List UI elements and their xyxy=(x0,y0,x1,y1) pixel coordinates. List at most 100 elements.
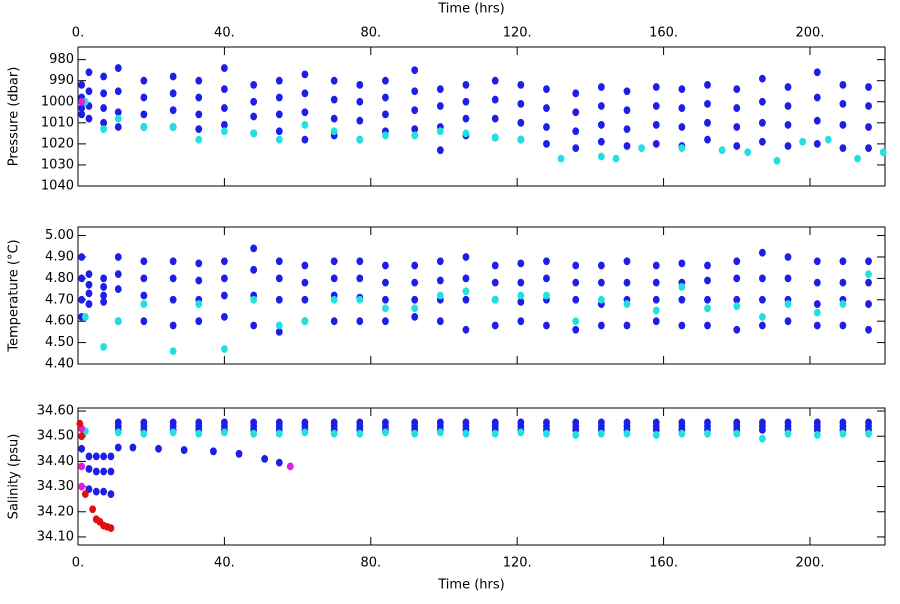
data-point xyxy=(220,313,228,321)
y-tick-label: 4.90 xyxy=(45,249,74,264)
x-tick-label: 160. xyxy=(649,26,678,41)
data-point xyxy=(140,93,148,102)
data-point xyxy=(784,300,792,308)
data-point xyxy=(89,505,97,514)
data-point xyxy=(195,76,203,85)
data-point xyxy=(733,302,741,311)
data-point xyxy=(652,278,660,287)
data-point xyxy=(140,429,148,438)
data-point xyxy=(436,127,444,136)
data-point xyxy=(140,110,148,119)
data-point xyxy=(411,131,419,140)
data-point xyxy=(140,291,148,300)
data-point xyxy=(572,317,580,326)
plot-frame xyxy=(77,226,886,365)
x-axis-label: Time (hrs) xyxy=(437,578,504,593)
data-point xyxy=(813,139,821,148)
data-point xyxy=(517,259,525,268)
data-point xyxy=(275,429,283,438)
data-point xyxy=(78,110,86,119)
data-point xyxy=(195,300,203,308)
data-point xyxy=(733,104,741,112)
data-point xyxy=(839,321,847,330)
data-point xyxy=(462,325,470,334)
data-point xyxy=(462,114,470,123)
data-point xyxy=(250,265,258,274)
data-point xyxy=(491,295,499,304)
data-point xyxy=(813,300,821,308)
data-point xyxy=(100,274,108,283)
data-point xyxy=(85,300,93,308)
data-point xyxy=(301,317,309,326)
data-point xyxy=(517,298,525,306)
data-point xyxy=(758,74,766,83)
data-point xyxy=(382,317,389,326)
data-point xyxy=(275,257,283,266)
data-point xyxy=(462,287,470,296)
data-point xyxy=(678,144,686,152)
data-point xyxy=(275,93,283,102)
data-point xyxy=(275,295,283,304)
data-point xyxy=(572,278,580,287)
data-point xyxy=(169,274,177,283)
data-point xyxy=(100,487,108,496)
data-point xyxy=(140,76,148,85)
data-point xyxy=(543,429,550,438)
data-point xyxy=(572,108,580,117)
data-point xyxy=(382,131,389,140)
data-point xyxy=(275,321,283,330)
data-point xyxy=(330,274,338,283)
data-point xyxy=(652,102,660,110)
data-point xyxy=(733,123,741,131)
data-point xyxy=(572,261,580,270)
y-tick-label: 1000 xyxy=(41,94,74,109)
data-point xyxy=(220,291,228,300)
data-point xyxy=(356,135,364,144)
data-point xyxy=(301,70,309,79)
data-point xyxy=(839,81,847,89)
y-tick-label: 4.70 xyxy=(45,292,74,307)
data-point xyxy=(411,87,419,96)
data-point xyxy=(85,68,93,77)
x-tick-label: 80. xyxy=(360,556,381,571)
data-point xyxy=(301,89,309,98)
data-point xyxy=(758,137,766,146)
data-point xyxy=(220,428,228,437)
data-point xyxy=(261,454,269,463)
data-point xyxy=(839,278,847,287)
data-point xyxy=(81,490,89,499)
data-point xyxy=(623,142,631,150)
data-point xyxy=(411,278,419,287)
data-point xyxy=(623,300,631,308)
y-tick-label: 5.00 xyxy=(45,228,74,243)
data-point xyxy=(597,261,605,270)
data-point xyxy=(275,327,283,336)
data-point xyxy=(462,253,470,261)
y-axis-label: Salinity (psu) xyxy=(7,434,22,520)
data-point xyxy=(704,261,711,270)
data-point xyxy=(169,257,177,266)
data-point xyxy=(597,83,605,91)
data-point xyxy=(638,144,646,152)
data-point xyxy=(572,325,580,334)
data-point xyxy=(382,261,389,270)
y-tick-label: 990 xyxy=(49,73,74,88)
data-point xyxy=(865,257,872,266)
data-point xyxy=(865,429,872,438)
data-point xyxy=(382,93,389,102)
data-point xyxy=(78,462,86,471)
data-point xyxy=(718,146,726,155)
data-point xyxy=(491,261,499,270)
data-point xyxy=(517,278,525,287)
data-point xyxy=(678,295,686,304)
data-point xyxy=(92,467,100,476)
data-point xyxy=(572,431,580,439)
data-point xyxy=(704,135,711,144)
data-point xyxy=(436,291,444,300)
x-tick-label: 120. xyxy=(503,26,532,41)
data-point xyxy=(356,81,364,89)
data-point xyxy=(78,295,86,304)
data-point xyxy=(78,432,86,441)
y-tick-label: 4.60 xyxy=(45,314,74,329)
data-point xyxy=(100,283,108,291)
